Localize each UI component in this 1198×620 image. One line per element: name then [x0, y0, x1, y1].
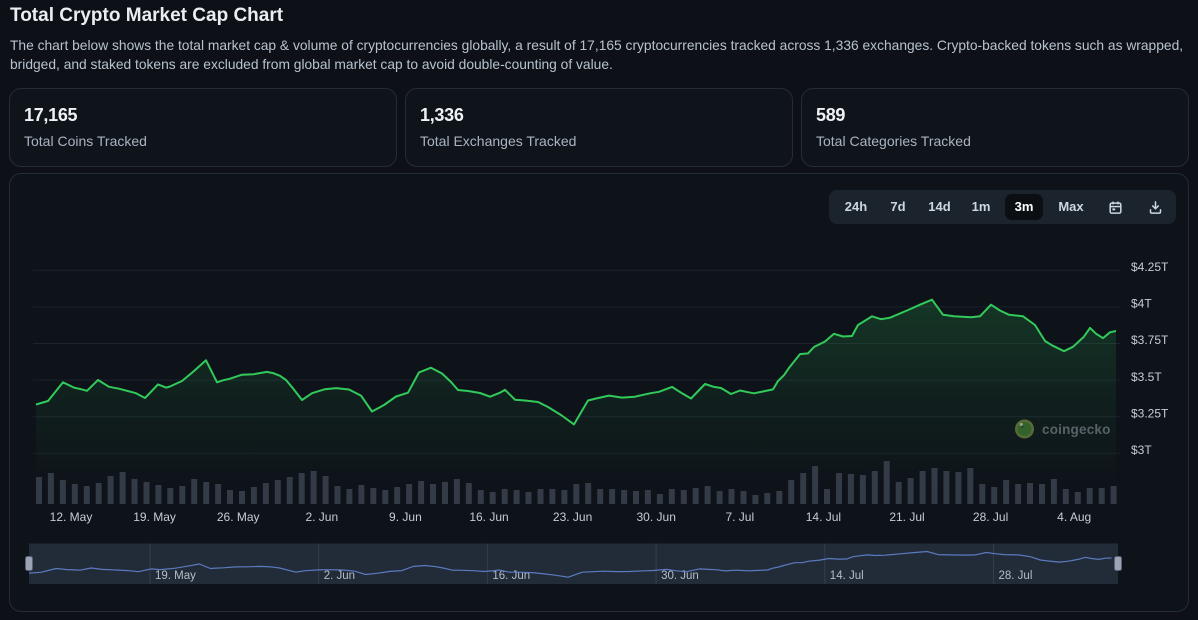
svg-text:30. Jun: 30. Jun	[661, 570, 699, 582]
svg-text:28. Jul: 28. Jul	[999, 570, 1033, 582]
svg-text:$4.25T: $4.25T	[1131, 260, 1169, 274]
svg-text:$3.25T: $3.25T	[1131, 406, 1169, 420]
svg-text:16. Jun: 16. Jun	[492, 570, 530, 582]
svg-text:26. May: 26. May	[217, 510, 260, 524]
svg-text:21. Jul: 21. Jul	[889, 510, 924, 524]
svg-text:23. Jun: 23. Jun	[553, 510, 592, 524]
svg-text:14. Jul: 14. Jul	[806, 510, 841, 524]
svg-text:30. Jun: 30. Jun	[637, 510, 676, 524]
svg-text:$3.5T: $3.5T	[1131, 370, 1162, 384]
svg-text:19. May: 19. May	[155, 570, 196, 582]
svg-text:4. Aug: 4. Aug	[1057, 510, 1091, 524]
svg-text:12. May: 12. May	[50, 510, 93, 524]
svg-text:2. Jun: 2. Jun	[305, 510, 338, 524]
svg-text:14. Jul: 14. Jul	[830, 570, 864, 582]
svg-text:$3.75T: $3.75T	[1131, 333, 1169, 347]
svg-text:2. Jun: 2. Jun	[324, 570, 355, 582]
svg-text:7. Jul: 7. Jul	[725, 510, 754, 524]
svg-text:16. Jun: 16. Jun	[469, 510, 508, 524]
svg-text:$3T: $3T	[1131, 443, 1152, 457]
svg-text:19. May: 19. May	[133, 510, 176, 524]
svg-text:coingecko: coingecko	[1042, 422, 1111, 437]
svg-text:9. Jun: 9. Jun	[389, 510, 422, 524]
svg-text:$4T: $4T	[1131, 297, 1152, 311]
svg-text:28. Jul: 28. Jul	[973, 510, 1008, 524]
